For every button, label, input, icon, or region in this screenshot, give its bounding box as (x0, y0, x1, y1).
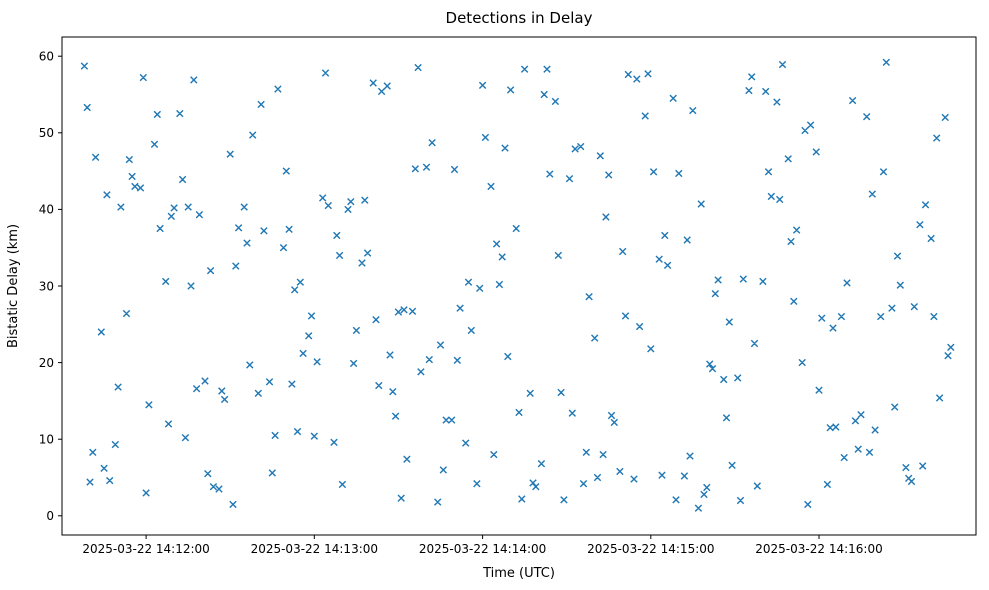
x-tick-label: 2025-03-22 14:16:00 (755, 542, 882, 556)
y-tick-label: 10 (39, 433, 54, 447)
y-tick-label: 40 (39, 203, 54, 217)
y-tick-label: 20 (39, 356, 54, 370)
x-tick-label: 2025-03-22 14:12:00 (82, 542, 209, 556)
x-tick-label: 2025-03-22 14:14:00 (419, 542, 546, 556)
axis-ticks: 2025-03-22 14:12:00 2025-03-22 14:13:00 20… (39, 50, 883, 557)
y-tick-label: 60 (39, 50, 54, 64)
chart-title: Detections in Delay (446, 9, 593, 27)
x-axis-label: Time (UTC) (482, 566, 555, 581)
y-tick-label: 50 (39, 126, 54, 140)
scatter-points (80, 58, 955, 512)
plot-frame (61, 36, 977, 536)
y-tick-label: 30 (39, 279, 54, 293)
x-tick-label: 2025-03-22 14:15:00 (587, 542, 714, 556)
y-axis-label: Bistatic Delay (km) (6, 224, 21, 348)
y-tick-label: 0 (46, 509, 54, 523)
x-tick-label: 2025-03-22 14:13:00 (251, 542, 378, 556)
scatter-marker-path (80, 58, 955, 512)
